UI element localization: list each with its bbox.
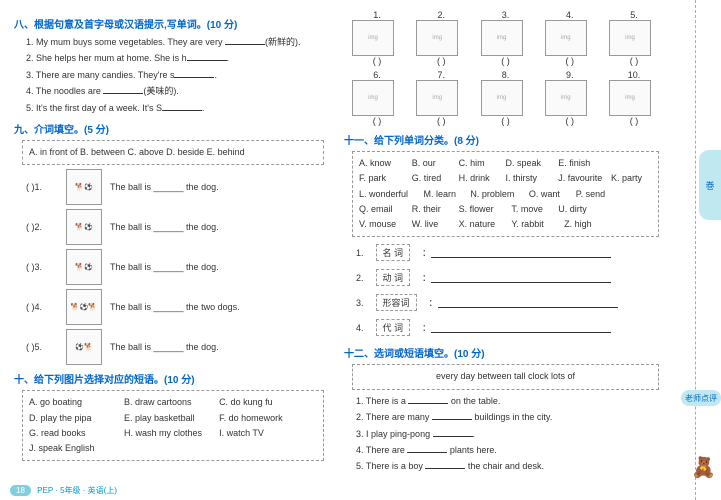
picture-row-1: 1.img( ) 2.img( ) 3.img( ) 4.img( ) 5.im…: [344, 10, 667, 66]
dog-image-5: ⚽🐕: [66, 329, 102, 365]
activity-image-5: img: [609, 20, 651, 56]
section-12-options: every day between tall clock lots of: [352, 364, 659, 389]
page-number: 18: [10, 485, 31, 496]
teacher-comment-tab: 老师点评: [681, 390, 721, 406]
right-column: 1.img( ) 2.img( ) 3.img( ) 4.img( ) 5.im…: [338, 10, 673, 476]
activity-image-1: img: [352, 20, 394, 56]
dog-image-3: 🐕⚽: [66, 249, 102, 285]
activity-image-4: img: [545, 20, 587, 56]
page-container: 八、根据句意及首字母或汉语提示,写单词。(10 分) 1. My mum buy…: [0, 0, 721, 486]
dog-image-2: 🐕⚽: [66, 209, 102, 245]
activity-image-2: img: [416, 20, 458, 56]
activity-image-9: img: [545, 80, 587, 116]
section-11-title: 十一、给下列单词分类。(8 分): [344, 132, 667, 147]
activity-image-8: img: [481, 80, 523, 116]
left-column: 八、根据句意及首字母或汉语提示,写单词。(10 分) 1. My mum buy…: [8, 10, 338, 476]
side-tab: 巻: [699, 150, 721, 220]
section-9-questions: ( )1.🐕⚽The ball is ______ the dog. ( )2.…: [14, 169, 332, 365]
activity-image-10: img: [609, 80, 651, 116]
section-9-title: 九、介词填空。(5 分): [14, 121, 332, 136]
section-12-questions: 1. There is a on the table. 2. There are…: [344, 394, 667, 474]
section-10-title: 十、给下列图片选择对应的短语。(10 分): [14, 371, 332, 386]
section-9-options: A. in front of B. between C. above D. be…: [22, 140, 324, 165]
footer-text: PEP · 5年级 · 英语(上): [37, 486, 117, 495]
section-8-title: 八、根据句意及首字母或汉语提示,写单词。(10 分): [14, 16, 332, 31]
character-icon: 🧸: [691, 455, 716, 480]
activity-image-3: img: [481, 20, 523, 56]
dog-image-4: 🐕⚽🐕: [66, 289, 102, 325]
activity-image-7: img: [416, 80, 458, 116]
divider-line: [695, 0, 696, 500]
dog-image-1: 🐕⚽: [66, 169, 102, 205]
section-8-questions: 1. My mum buys some vegetables. They are…: [14, 35, 332, 115]
section-11-categories: 1.名 词： 2.动 词： 3.形容词： 4.代 词：: [344, 241, 667, 339]
section-10-options: A. go boating B. draw cartoons C. do kun…: [22, 390, 324, 461]
activity-image-6: img: [352, 80, 394, 116]
picture-row-2: 6.img( ) 7.img( ) 8.img( ) 9.img( ) 10.i…: [344, 70, 667, 126]
section-11-options: A. knowB. ourC. himD. speakE. finish F. …: [352, 151, 659, 237]
page-footer: 18 PEP · 5年级 · 英语(上): [10, 485, 117, 496]
section-12-title: 十二、选词或短语填空。(10 分): [344, 345, 667, 360]
